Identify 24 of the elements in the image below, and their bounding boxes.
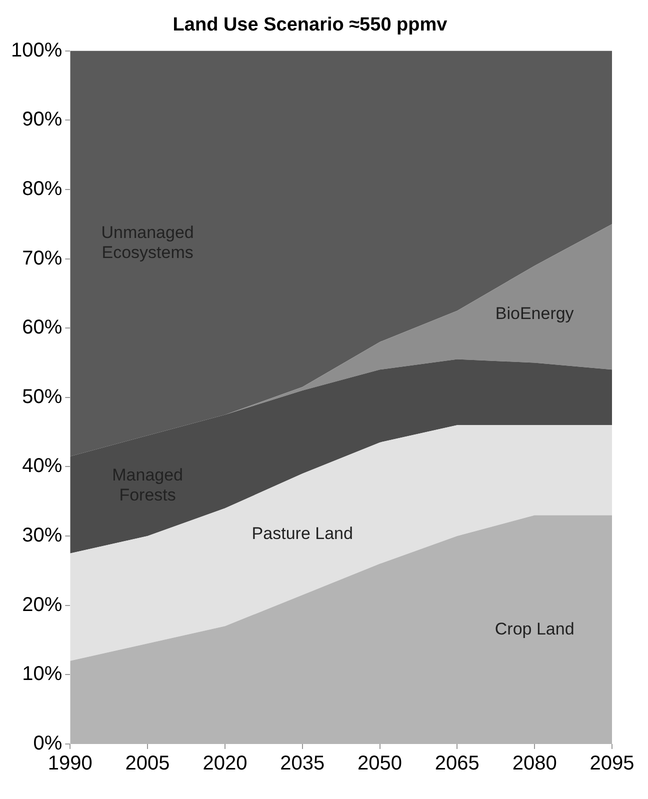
x-tick-label: 2080 (512, 752, 557, 775)
x-tick-label: 2005 (125, 752, 170, 775)
y-tick-label: 20% (22, 594, 62, 616)
x-tick-label: 1990 (48, 752, 92, 775)
y-tick-label: 50% (22, 386, 62, 408)
y-tick-label: 30% (22, 524, 62, 547)
y-tick-label: 10% (22, 663, 62, 686)
series-label: Pasture Land (252, 524, 353, 543)
y-tick-label: 0% (33, 732, 62, 755)
y-tick-label: 40% (22, 455, 62, 478)
x-tick-label: 2035 (280, 752, 325, 775)
y-tick-label: 90% (22, 108, 62, 131)
x-tick-label: 2065 (434, 752, 480, 775)
series-label: Crop Land (494, 619, 574, 638)
y-tick-label: 100% (10, 39, 62, 62)
x-tick-label: 2050 (358, 752, 402, 775)
chart-title: Land Use Scenario ≈550 ppmv (172, 14, 448, 36)
y-tick-label: 80% (22, 178, 62, 200)
y-tick-label: 70% (22, 247, 62, 270)
series-label: BioEnergy (495, 304, 574, 323)
x-tick-label: 2020 (202, 752, 248, 775)
x-tick-label: 2095 (590, 752, 634, 775)
y-tick-label: 60% (22, 316, 62, 339)
series-label: Unmanaged Ecosystems (101, 222, 194, 262)
